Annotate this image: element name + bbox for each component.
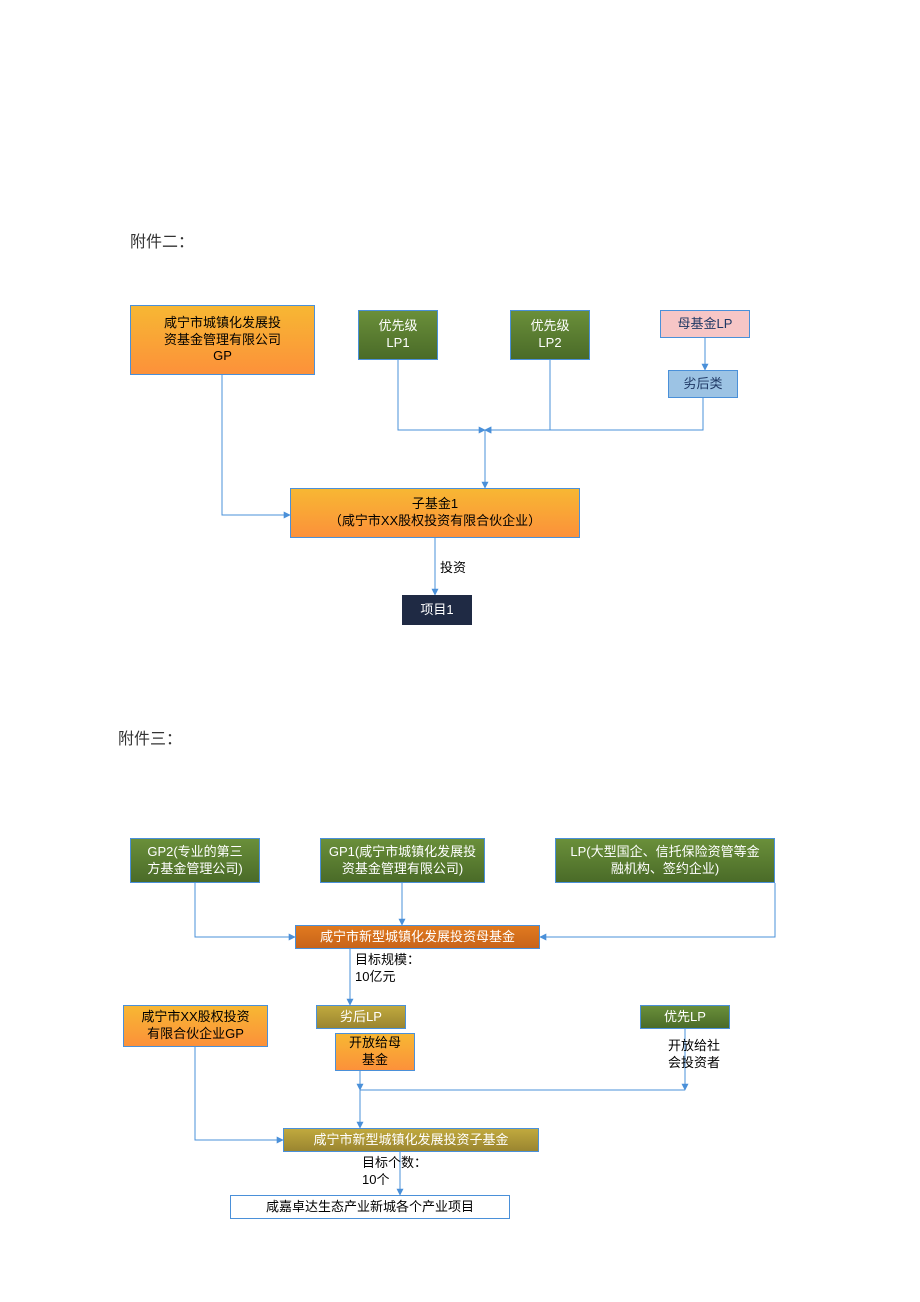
d1-proj-box: 项目1 <box>402 595 472 625</box>
section-title-2: 附件三： <box>118 725 182 749</box>
d2-scale-label: 目标规模： 10亿元 <box>355 952 420 986</box>
d1-mfund-box: 母基金LP <box>660 310 750 338</box>
d2-gp1-box: GP1(咸宁市城镇化发展投资基金管理有限公司) <box>320 838 485 883</box>
d2-gpxx-box: 咸宁市XX股权投资有限合伙企业GP <box>123 1005 268 1047</box>
d2-opensoc-label: 开放给社 会投资者 <box>668 1038 720 1072</box>
d2-sublp-box: 劣后LP <box>316 1005 406 1029</box>
d2-mfund-box: 咸宁市新型城镇化发展投资母基金 <box>295 925 540 949</box>
d2-gp2-box: GP2(专业的第三方基金管理公司) <box>130 838 260 883</box>
d1-sub-box: 劣后类 <box>668 370 738 398</box>
connectors-svg <box>0 0 920 1302</box>
section-title-1: 附件二： <box>130 228 194 252</box>
d1-lp2-box: 优先级LP2 <box>510 310 590 360</box>
d1-gp-box: 咸宁市城镇化发展投资基金管理有限公司GP <box>130 305 315 375</box>
d2-child-box: 咸宁市新型城镇化发展投资子基金 <box>283 1128 539 1152</box>
d2-proj-box: 咸嘉卓达生态产业新城各个产业项目 <box>230 1195 510 1219</box>
d2-lp-box: LP(大型国企、信托保险资管等金融机构、签约企业) <box>555 838 775 883</box>
d2-prilp-box: 优先LP <box>640 1005 730 1029</box>
d1-child-box: 子基金1（咸宁市XX股权投资有限合伙企业） <box>290 488 580 538</box>
d2-count-label: 目标个数： 10个 <box>362 1155 427 1189</box>
d1-lp1-box: 优先级LP1 <box>358 310 438 360</box>
d2-open-box: 开放给母基金 <box>335 1033 415 1071</box>
d1-invest-label: 投资 <box>440 560 466 577</box>
